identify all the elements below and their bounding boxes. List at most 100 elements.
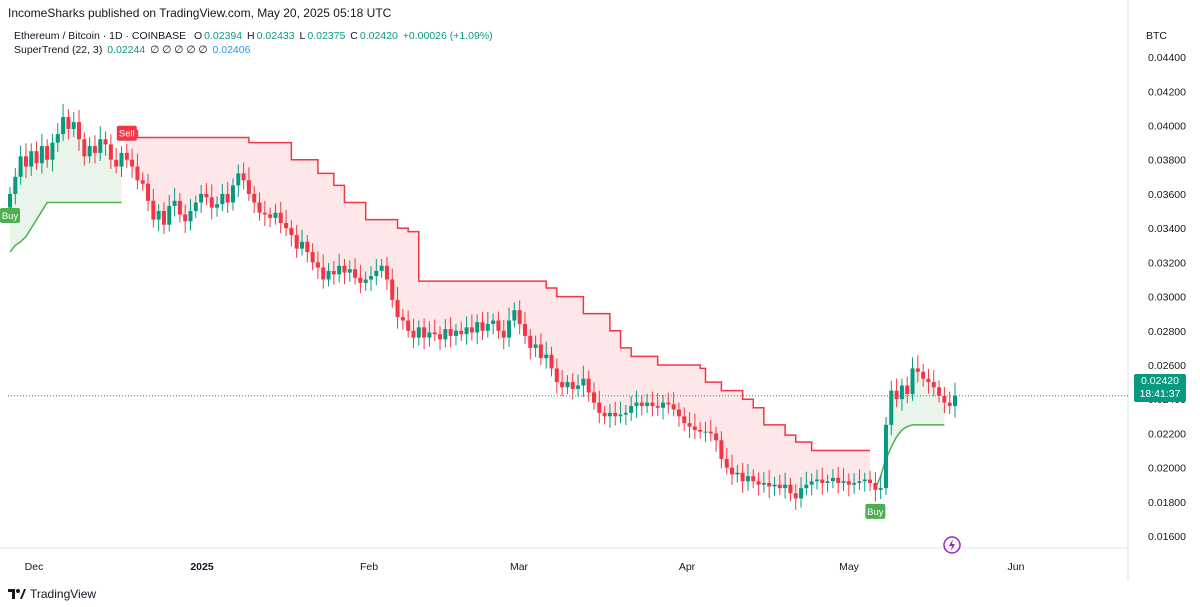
candle-body xyxy=(830,477,835,482)
candle-body xyxy=(676,409,681,417)
candle-body xyxy=(363,279,368,283)
candle-body xyxy=(708,431,713,434)
candle-body xyxy=(868,479,873,484)
candle-body xyxy=(629,406,634,413)
candle-body xyxy=(379,265,384,271)
open-label: O xyxy=(193,30,203,42)
x-tick-label: Jun xyxy=(1008,561,1025,573)
symbol-label[interactable]: Ethereum / Bitcoin · 1D · COINBASE xyxy=(14,30,187,42)
candle-body xyxy=(634,402,639,407)
candle-body xyxy=(724,459,729,468)
tradingview-logo-icon xyxy=(8,589,26,599)
candle-body xyxy=(438,334,443,340)
candle-body xyxy=(209,197,214,208)
candle-body xyxy=(586,378,591,393)
candle-body xyxy=(607,412,612,417)
y-tick-label: 0.03800 xyxy=(1148,155,1186,167)
candle-body xyxy=(576,385,581,389)
candle-body xyxy=(682,416,687,424)
candle-body xyxy=(788,484,793,494)
candle-body xyxy=(491,320,496,324)
x-tick-label: Apr xyxy=(679,561,696,573)
candle-body xyxy=(799,488,804,499)
candle-body xyxy=(342,265,347,273)
candle-body xyxy=(384,265,389,280)
candle-body xyxy=(910,368,915,395)
candle-body xyxy=(188,211,193,222)
candle-body xyxy=(199,193,204,203)
y-tick-label: 0.02600 xyxy=(1148,360,1186,372)
candle-body xyxy=(517,310,522,324)
candle-body xyxy=(331,270,336,275)
candle-body xyxy=(740,472,745,482)
candle-body xyxy=(570,382,575,389)
signal-sell-marker xyxy=(116,125,137,141)
candle-body xyxy=(464,327,469,335)
candle-body xyxy=(719,440,724,460)
indicator-name[interactable]: SuperTrend (22, 3) xyxy=(14,44,103,56)
signal-buy-marker xyxy=(865,503,886,519)
candle-body xyxy=(937,387,942,396)
candle-body xyxy=(623,412,628,415)
candle-body xyxy=(618,414,623,417)
candle-body xyxy=(193,202,198,212)
candle-body xyxy=(124,152,129,160)
candle-body xyxy=(899,385,904,400)
y-tick-label: 0.04400 xyxy=(1148,52,1186,64)
signal-buy-marker xyxy=(0,207,20,223)
candle-body xyxy=(947,402,952,407)
supertrend-line xyxy=(126,129,871,452)
x-tick-label: Dec xyxy=(25,561,44,573)
candle-body xyxy=(533,344,538,348)
candle-body xyxy=(55,134,60,143)
candle-body xyxy=(804,484,809,489)
last-price-value: 0.02420 xyxy=(1141,375,1179,387)
bar-countdown: 18:41:37 xyxy=(1139,388,1181,400)
candle-body xyxy=(931,382,936,388)
candle-body xyxy=(215,204,220,208)
candle-body xyxy=(751,476,756,482)
candle-body xyxy=(252,193,257,203)
signal-buy-label: Buy xyxy=(2,211,19,222)
candle-body xyxy=(581,378,586,386)
indicator-header[interactable]: SuperTrend (22, 3) 0.02244 ∅ ∅ ∅ ∅ ∅ 0.0… xyxy=(14,44,252,56)
candle-body xyxy=(538,344,543,359)
candle-body xyxy=(395,299,400,318)
candle-body xyxy=(735,472,740,475)
candle-body xyxy=(92,146,97,153)
candle-body xyxy=(639,402,644,407)
candle-body xyxy=(560,382,565,388)
footer-brand[interactable]: TradingView xyxy=(8,587,96,601)
candle-body xyxy=(459,330,464,335)
candle-body xyxy=(369,276,374,280)
candle-body xyxy=(61,116,66,135)
low-label: L xyxy=(299,30,306,42)
candle-body xyxy=(416,327,421,338)
x-tick-label: May xyxy=(839,561,860,573)
candle-body xyxy=(873,483,878,490)
candle-body xyxy=(889,390,894,425)
candle-body xyxy=(745,476,750,482)
candle-body xyxy=(650,402,655,407)
candle-body xyxy=(305,241,310,253)
signal-buy-label: Buy xyxy=(867,507,884,518)
candle-body xyxy=(554,368,559,383)
indicator-value-1: 0.02244 xyxy=(107,44,146,56)
candle-body xyxy=(915,368,920,372)
x-tick-label: Mar xyxy=(510,561,529,573)
candle-body xyxy=(390,279,395,300)
candle-body xyxy=(645,402,650,407)
candle-body xyxy=(453,330,458,336)
y-tick-label: 0.01800 xyxy=(1148,497,1186,509)
candle-body xyxy=(183,214,188,222)
candle-body xyxy=(883,424,888,489)
candle-body xyxy=(655,406,660,408)
candle-body xyxy=(480,322,485,331)
candle-body xyxy=(756,481,761,485)
candle-body xyxy=(225,193,230,203)
candle-body xyxy=(39,146,44,164)
candle-body xyxy=(321,267,326,280)
candle-body xyxy=(448,329,453,336)
candle-body xyxy=(23,156,28,167)
